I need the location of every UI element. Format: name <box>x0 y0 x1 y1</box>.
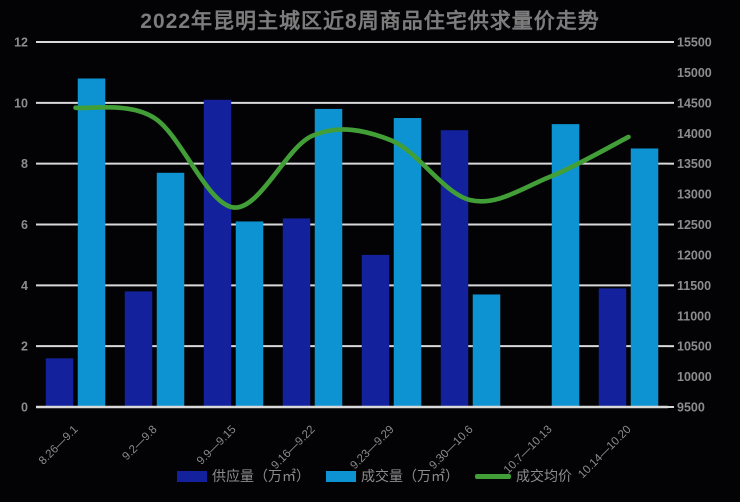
right-axis-label: 11500 <box>677 279 711 293</box>
x-axis-label: 9.2—9.8 <box>120 424 159 463</box>
right-axis-label: 10000 <box>677 370 712 384</box>
x-axis-label: 9.9—9.15 <box>195 424 239 468</box>
left-axis-label: 6 <box>21 218 28 232</box>
right-axis-label: 15000 <box>677 66 712 80</box>
volume-bar <box>314 108 343 408</box>
supply-bar <box>361 254 390 407</box>
supply-bar <box>282 218 311 407</box>
price-line-swatch <box>475 473 511 479</box>
left-axis-label: 0 <box>21 401 28 415</box>
supply-bar <box>124 291 153 407</box>
right-axis-label: 12000 <box>677 248 712 262</box>
chart-legend: 供应量（万㎡） 成交量（万㎡） 成交均价 <box>177 466 572 486</box>
supply-bar <box>440 130 469 408</box>
right-axis-label: 13000 <box>677 188 712 202</box>
supply-bar <box>203 99 232 408</box>
volume-series-swatch <box>326 470 356 482</box>
right-axis-label: 13500 <box>677 157 712 171</box>
supply-bar <box>598 288 627 407</box>
right-axis-label: 14500 <box>677 96 712 110</box>
volume-bar <box>393 118 422 408</box>
right-axis-label: 11000 <box>677 309 711 323</box>
right-axis-label: 12500 <box>677 218 712 232</box>
right-axis-label: 15500 <box>677 36 712 50</box>
left-axis-label: 4 <box>21 279 28 293</box>
x-axis-label: 9.16—9.22 <box>269 424 317 472</box>
supply-series-swatch <box>177 470 207 482</box>
legend-label-supply: 供应量（万㎡） <box>212 468 310 484</box>
left-axis-label: 12 <box>14 36 28 50</box>
legend-label-price: 成交均价 <box>516 468 572 484</box>
volume-bar <box>235 221 264 407</box>
left-axis-label: 2 <box>21 340 28 354</box>
x-axis-label: 9.30—10.6 <box>427 424 475 472</box>
volume-bar <box>472 294 501 407</box>
x-axis-label: 10.14—10.20 <box>576 424 633 481</box>
volume-bar <box>156 172 185 407</box>
legend-item-volume: 成交量（万㎡） <box>326 466 459 486</box>
x-axis-label: 8.26—9.1 <box>37 424 81 468</box>
x-axis-label: 9.23—9.29 <box>348 424 396 472</box>
left-axis-label: 10 <box>14 96 28 110</box>
price-trend-line <box>73 104 631 210</box>
volume-bar <box>77 78 106 407</box>
left-axis-label: 8 <box>21 157 28 171</box>
legend-item-supply: 供应量（万㎡） <box>177 466 310 486</box>
legend-item-price: 成交均价 <box>475 466 572 486</box>
volume-bar <box>630 148 659 408</box>
right-axis-label: 10500 <box>677 340 712 354</box>
right-axis-label: 9500 <box>677 401 705 415</box>
right-axis-label: 14000 <box>677 127 712 141</box>
supply-bar <box>45 358 74 407</box>
chart-title: 2022年昆明主城区近8周商品住宅供求量价走势 <box>140 10 600 33</box>
legend-label-volume: 成交量（万㎡） <box>361 468 459 484</box>
